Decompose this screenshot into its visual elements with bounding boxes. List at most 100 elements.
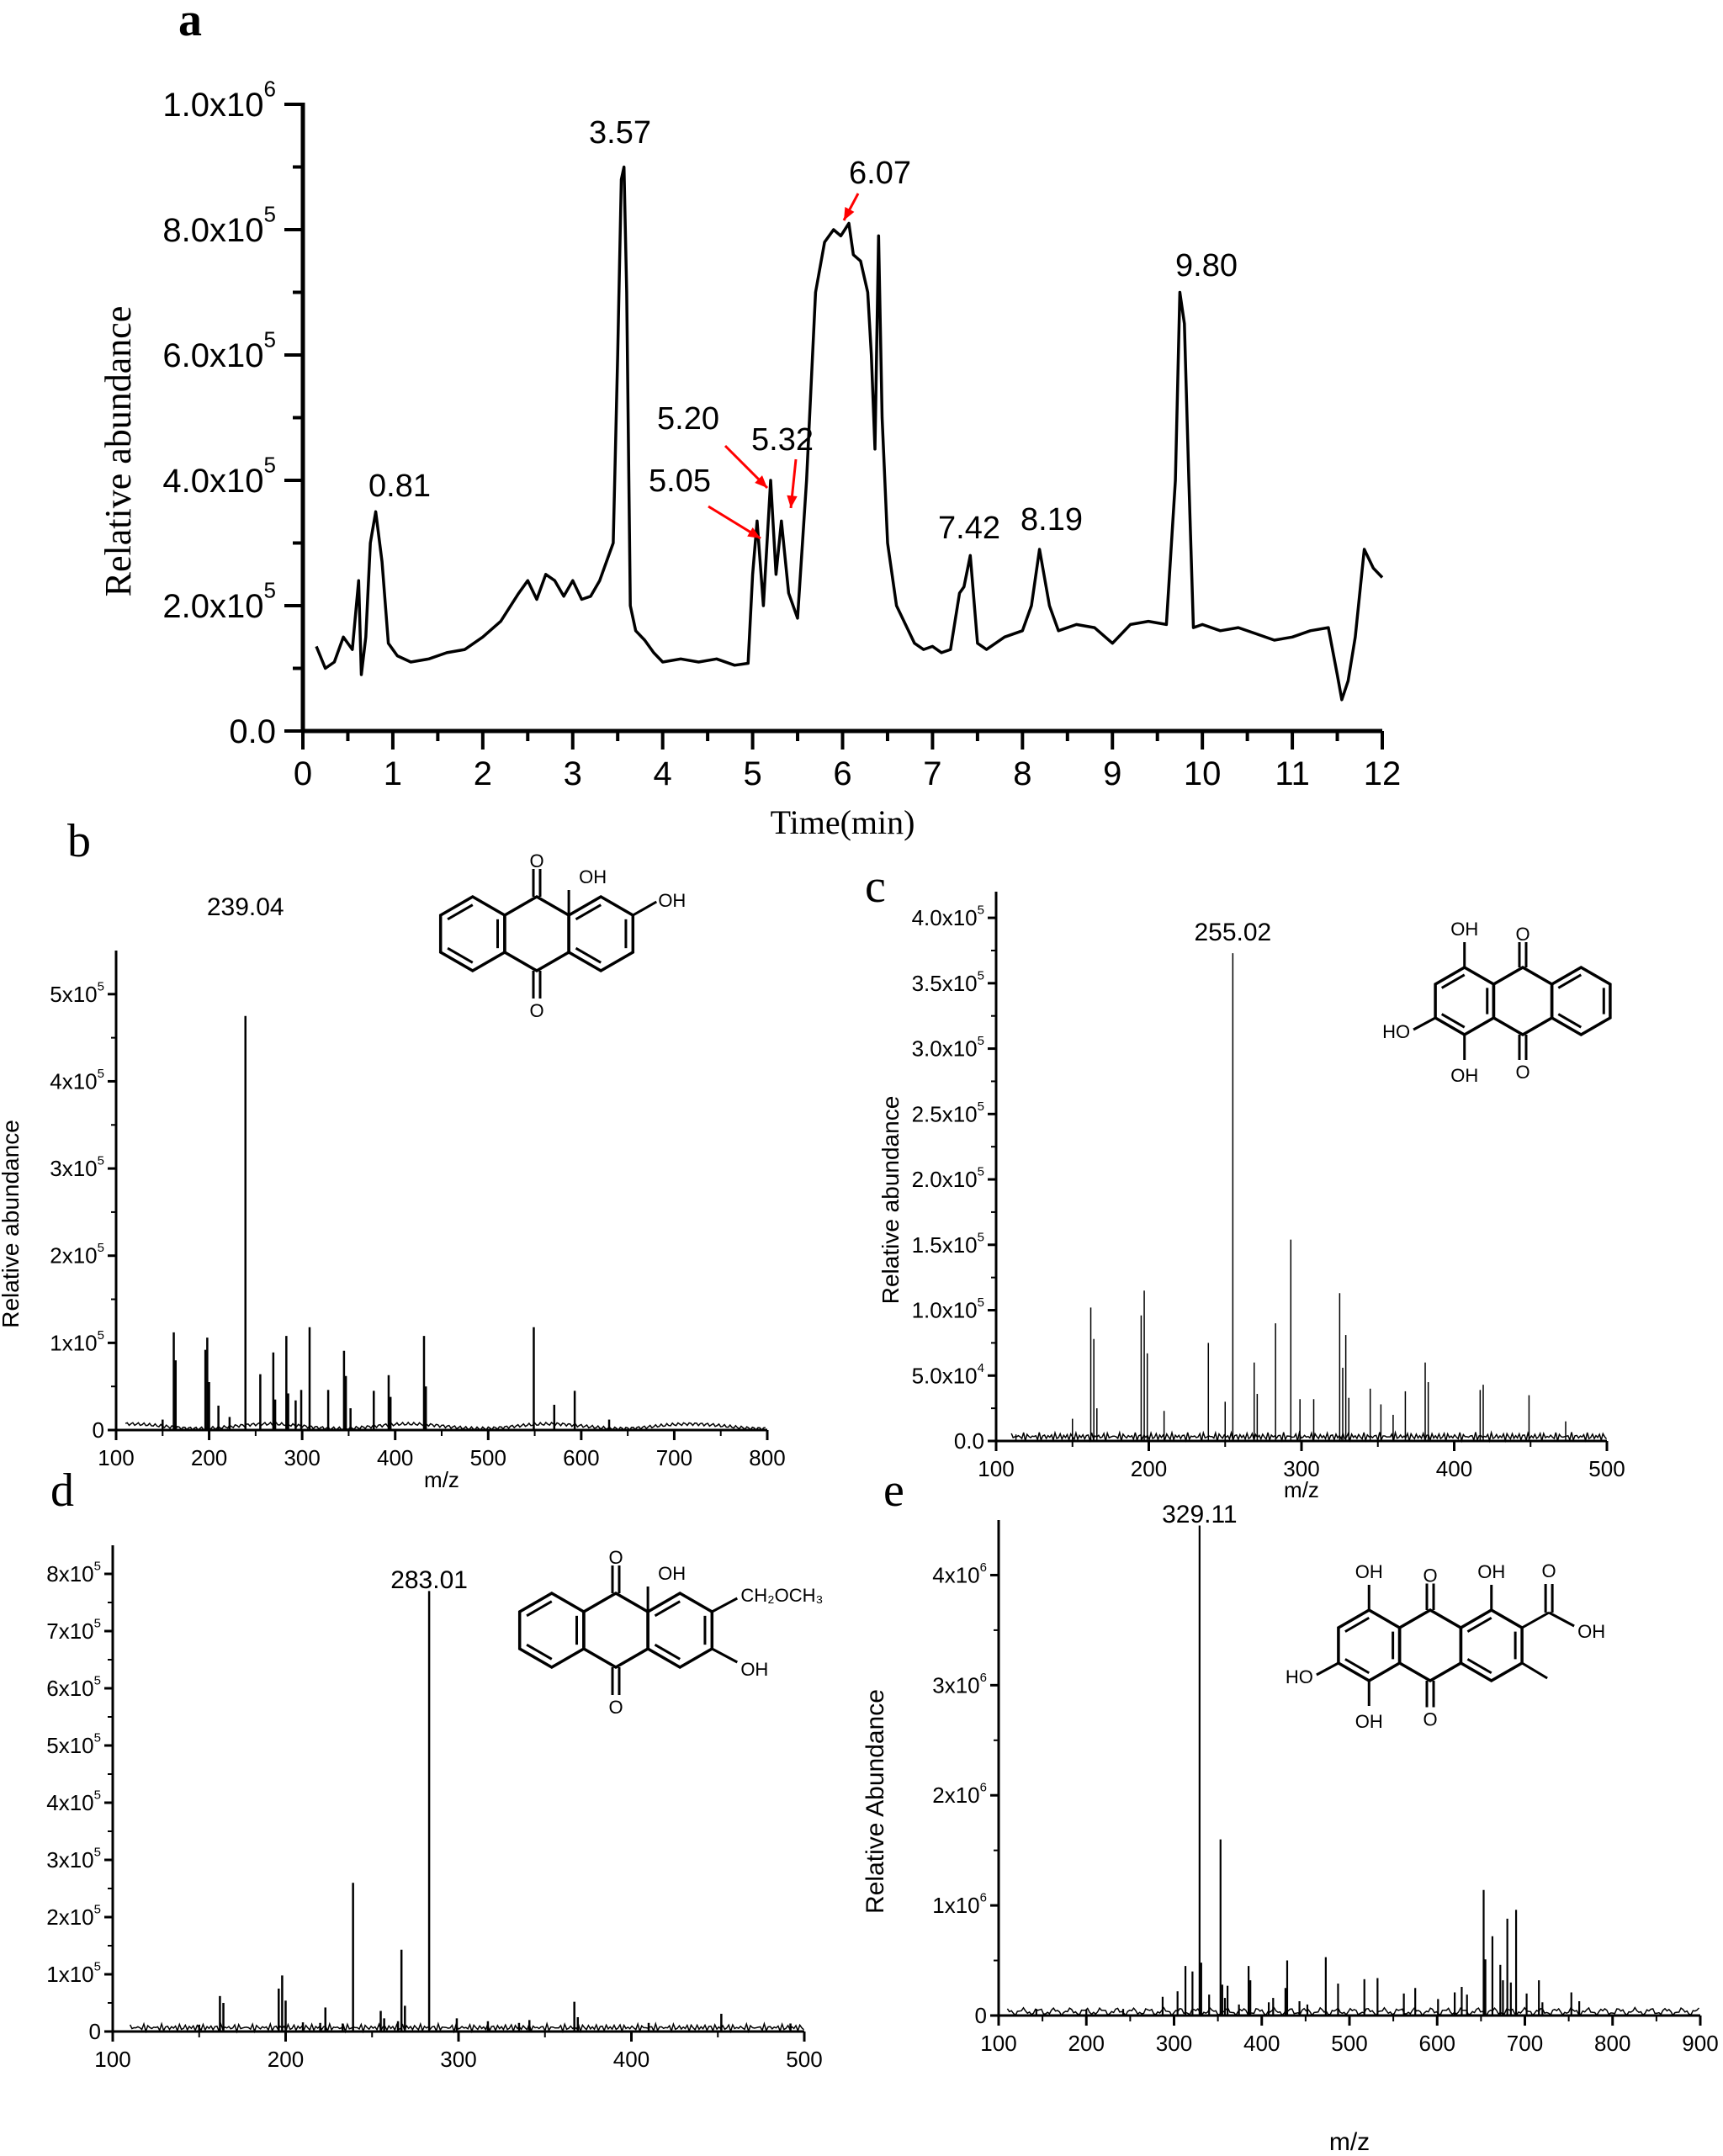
- x-tick-label: 8: [1013, 755, 1031, 792]
- x-tick-label: 12: [1364, 755, 1402, 792]
- y-tick-label: 6x105: [46, 1674, 101, 1702]
- x-tick-label: 900: [1682, 2031, 1718, 2056]
- y-tick-label: 3.5x105: [912, 968, 984, 996]
- x-tick-label: 1: [384, 755, 402, 792]
- arrow-head-icon: [844, 207, 855, 220]
- baseline-noise: [129, 2021, 804, 2034]
- y-tick-label: 5.0x104: [912, 1361, 984, 1389]
- oxygen-label: O: [1515, 1062, 1529, 1083]
- double-bond: [1440, 1013, 1466, 1029]
- x-tick-label: 300: [1283, 1456, 1319, 1481]
- benzene-ring-icon: [517, 1591, 586, 1670]
- substituent-label: OH: [1577, 1621, 1605, 1642]
- substituent-bond: [711, 1647, 739, 1664]
- y-tick-label: 2x105: [50, 1241, 104, 1269]
- quinone-ring-icon: [582, 1591, 649, 1670]
- substituent-label: HO: [1382, 1021, 1410, 1042]
- x-tick-label: 800: [1594, 2031, 1630, 2056]
- x-tick-label: 2: [474, 755, 492, 792]
- y-tick-label: 1.0x106: [162, 77, 276, 124]
- double-bond: [447, 903, 474, 921]
- oxygen-label: O: [529, 850, 543, 871]
- benzene-ring-icon: [567, 894, 635, 973]
- base-peak-label: 329.11: [1162, 1501, 1238, 1528]
- double-bond: [1344, 1658, 1370, 1675]
- base-peak-label: 283.01: [390, 1566, 468, 1594]
- double-bond: [1557, 973, 1583, 989]
- y-tick-label: 0: [93, 1417, 104, 1443]
- x-tick-label: 500: [470, 1445, 506, 1470]
- double-bond: [1557, 1013, 1583, 1029]
- peak-label: 7.42: [938, 511, 1000, 546]
- substituent-bond: [1521, 1611, 1550, 1629]
- substituent-bond: [1521, 1661, 1548, 1680]
- y-tick-label: 4.0x105: [912, 903, 984, 931]
- peak-label: 5.20: [657, 401, 719, 437]
- y-tick-label: 4.0x105: [162, 453, 276, 500]
- y-tick-label: 2.0x105: [162, 578, 276, 625]
- x-tick-label: 600: [1419, 2031, 1455, 2056]
- x-tick-label: 300: [1156, 2031, 1192, 2056]
- double-bond: [526, 1600, 553, 1618]
- x-tick-label: 700: [656, 1445, 692, 1470]
- y-axis-title: Relative Abundance: [862, 1689, 889, 1914]
- y-tick-label: 2.5x105: [912, 1099, 984, 1127]
- x-tick-label: 500: [1331, 2031, 1367, 2056]
- oxygen-label: O: [1423, 1709, 1437, 1730]
- base-peak-label: 239.04: [207, 893, 284, 921]
- x-tick-label: 300: [440, 2047, 476, 2072]
- y-tick-label: 6.0x105: [162, 327, 276, 374]
- substituent-label: OH: [579, 866, 607, 887]
- x-tick-label: 100: [978, 1456, 1014, 1481]
- y-tick-label: 2x105: [46, 1903, 101, 1931]
- x-axis-title: m/z: [424, 1467, 459, 1492]
- y-tick-label: 3.0x105: [912, 1034, 984, 1062]
- double-bond: [575, 903, 602, 921]
- y-tick-label: 0: [975, 2003, 987, 2028]
- substituent-bond: [1548, 1611, 1575, 1628]
- double-bond: [1344, 1616, 1370, 1633]
- y-tick-label: 5x105: [46, 1731, 101, 1759]
- y-tick-label: 5x105: [50, 979, 104, 1007]
- double-bond: [654, 1643, 681, 1661]
- oxygen-label: O: [529, 1000, 543, 1021]
- mass-spectrum-panel-d: d 100 200 300 400 500 0 1x105 2x105 3x105 4x105 5x1…: [46, 1465, 823, 2072]
- double-bond: [447, 946, 474, 964]
- x-tick-label: 4: [654, 755, 672, 792]
- y-tick-label: 3x106: [932, 1671, 987, 1698]
- y-tick-label: 4x105: [50, 1067, 104, 1094]
- substituent-bond: [1316, 1661, 1339, 1677]
- double-bond: [654, 1600, 681, 1618]
- peak-label: 8.19: [1021, 502, 1083, 538]
- baseline-noise: [125, 1421, 766, 1432]
- double-bond: [575, 946, 602, 964]
- peak-label: 9.80: [1175, 248, 1238, 283]
- panel-label: b: [67, 815, 91, 867]
- baseline-noise: [1010, 1430, 1608, 1444]
- peak-label: 3.57: [589, 115, 651, 151]
- arrow-head-icon: [747, 527, 761, 538]
- substituent-label: OH: [658, 1563, 686, 1584]
- peak-label: 0.81: [368, 469, 431, 504]
- x-tick-label: 700: [1507, 2031, 1543, 2056]
- x-tick-label: 500: [1588, 1456, 1625, 1481]
- x-tick-label: 400: [613, 2047, 649, 2072]
- peak-label: 6.07: [849, 156, 911, 191]
- x-tick-label: 800: [749, 1445, 785, 1470]
- x-axis-title: m/z: [1329, 2128, 1370, 2156]
- y-axis-title: Relative abundance: [0, 1120, 24, 1328]
- panel-label: c: [865, 861, 886, 913]
- oxygen-label: O: [608, 1547, 623, 1568]
- double-bond: [1466, 1616, 1492, 1633]
- x-tick-label: 200: [268, 2047, 304, 2072]
- benzene-ring-icon: [438, 894, 506, 973]
- x-tick-label: 5: [743, 755, 761, 792]
- x-tick-label: 500: [786, 2047, 822, 2072]
- x-axis-title: Time(min): [771, 803, 915, 841]
- x-tick-label: 300: [284, 1445, 320, 1470]
- substituent-label: OH: [1355, 1711, 1383, 1732]
- x-tick-label: 9: [1103, 755, 1121, 792]
- x-tick-label: 6: [833, 755, 851, 792]
- peak-label: 5.32: [751, 422, 814, 458]
